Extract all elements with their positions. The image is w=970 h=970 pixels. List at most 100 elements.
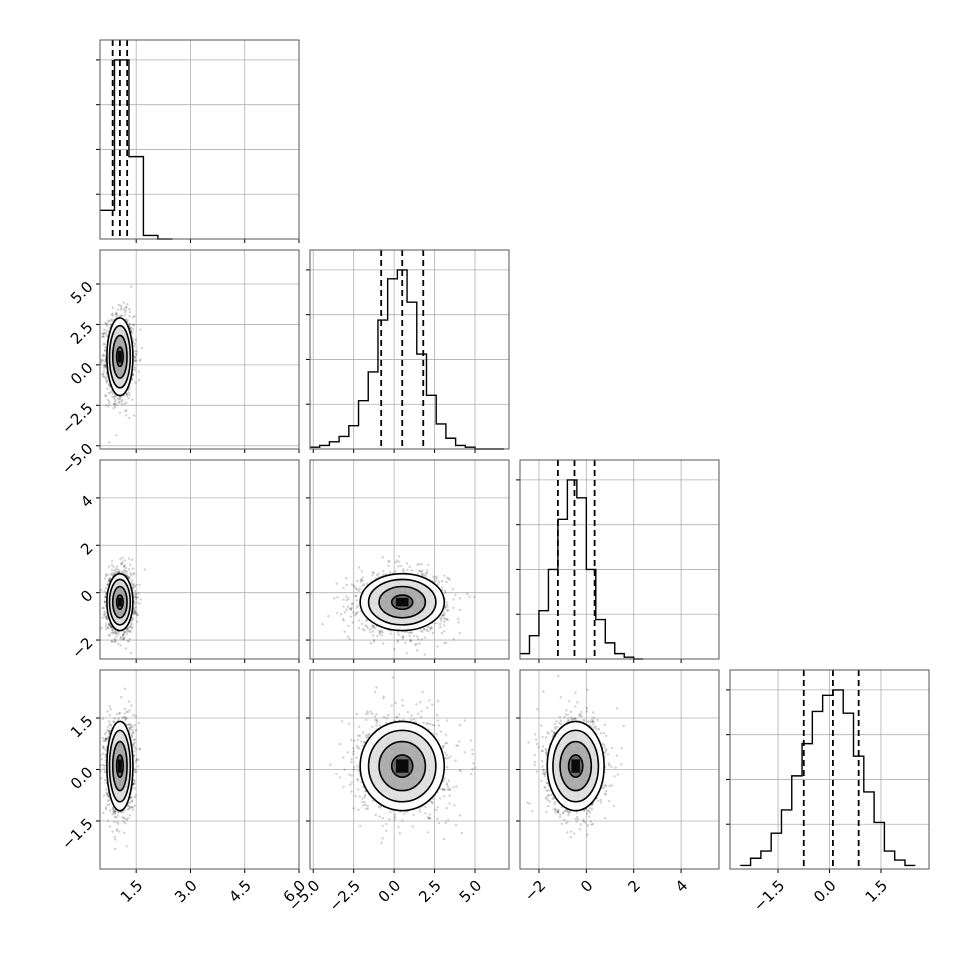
contour-line-2	[367, 578, 437, 626]
sample-point	[132, 573, 135, 576]
sample-point	[124, 718, 127, 722]
sample-point	[348, 607, 352, 610]
sample-point	[425, 569, 429, 572]
sample-point	[458, 608, 461, 612]
sample-point	[117, 303, 121, 307]
sample-point	[106, 387, 109, 390]
sample-point	[431, 631, 435, 635]
sample-point	[421, 573, 424, 576]
sample-point	[405, 652, 408, 655]
sample-point	[101, 606, 104, 610]
sample-point	[132, 582, 135, 586]
sample-point	[357, 566, 361, 569]
sample-point	[114, 638, 117, 642]
sample-point	[372, 625, 376, 628]
sample-point	[134, 612, 137, 615]
sample-point	[111, 629, 114, 632]
sample-point	[115, 828, 119, 831]
sample-point	[409, 640, 412, 643]
sample-point	[119, 637, 122, 640]
sample-point	[425, 571, 429, 575]
sample-point	[381, 631, 384, 634]
sample-point	[425, 629, 428, 632]
sample-point	[445, 603, 448, 606]
sample-point	[136, 613, 139, 616]
sample-point	[108, 577, 111, 581]
sample-point	[103, 595, 107, 599]
sample-point	[125, 393, 128, 396]
sample-point	[416, 572, 419, 576]
sample-point	[133, 600, 136, 604]
sample-point	[133, 342, 137, 346]
sample-point	[106, 583, 109, 586]
sample-point	[101, 332, 104, 335]
sample-point	[327, 614, 330, 618]
contour-line-1	[111, 585, 128, 619]
sample-point	[113, 640, 116, 644]
sample-point	[380, 629, 383, 633]
sample-point	[436, 583, 440, 586]
sample-point	[115, 403, 119, 406]
sample-point	[397, 565, 400, 568]
sample-point	[424, 572, 428, 575]
sample-point	[103, 601, 107, 604]
sample-point	[122, 637, 125, 641]
sample-point	[372, 571, 375, 575]
sample-point	[126, 319, 130, 322]
sample-point	[125, 570, 129, 573]
sample-point	[419, 629, 423, 632]
sample-point	[133, 360, 137, 363]
sample-point	[102, 613, 106, 616]
sample-point	[129, 651, 133, 655]
sample-point	[416, 563, 419, 566]
density-peak	[117, 597, 122, 607]
sample-point	[408, 634, 411, 638]
sample-point	[376, 635, 379, 638]
sample-point	[107, 580, 111, 583]
sample-point	[333, 597, 336, 600]
sample-point	[360, 570, 364, 573]
sample-point	[115, 315, 118, 318]
sample-point	[114, 640, 117, 643]
sample-point	[397, 560, 400, 563]
sample-point	[127, 575, 130, 579]
sample-point	[140, 346, 144, 350]
sample-point	[117, 400, 121, 403]
panel-frame	[519, 459, 720, 660]
sample-point	[357, 626, 361, 630]
sample-point	[443, 613, 446, 616]
sample-point	[441, 614, 444, 617]
sample-point	[103, 600, 107, 603]
sample-point	[454, 593, 457, 597]
sample-point	[104, 404, 108, 407]
sample-point	[134, 359, 137, 362]
sample-point	[117, 401, 121, 405]
sample-point	[110, 559, 114, 563]
sample-point	[395, 559, 399, 562]
sample-point	[381, 573, 385, 577]
sample-point	[111, 573, 115, 577]
scatter-panel-2-0	[96, 459, 300, 663]
sample-point	[443, 611, 446, 614]
sample-point	[113, 402, 116, 406]
sample-point	[420, 638, 424, 641]
sample-point	[118, 397, 121, 400]
sample-point	[381, 556, 384, 559]
sample-point	[443, 616, 446, 620]
sample-point	[133, 610, 137, 613]
sample-point	[125, 627, 129, 631]
sample-point	[104, 394, 107, 398]
sample-point	[445, 641, 448, 644]
sample-point	[377, 572, 380, 575]
sample-point	[128, 563, 132, 567]
scatter-content	[100, 285, 144, 444]
sample-point	[356, 579, 359, 583]
sample-point	[126, 628, 129, 632]
sample-point	[103, 366, 106, 370]
sample-point	[106, 626, 110, 629]
sample-point	[133, 593, 136, 597]
sample-point	[101, 616, 104, 619]
density-peak	[117, 350, 122, 363]
sample-point	[102, 365, 106, 368]
sample-point	[111, 391, 114, 394]
